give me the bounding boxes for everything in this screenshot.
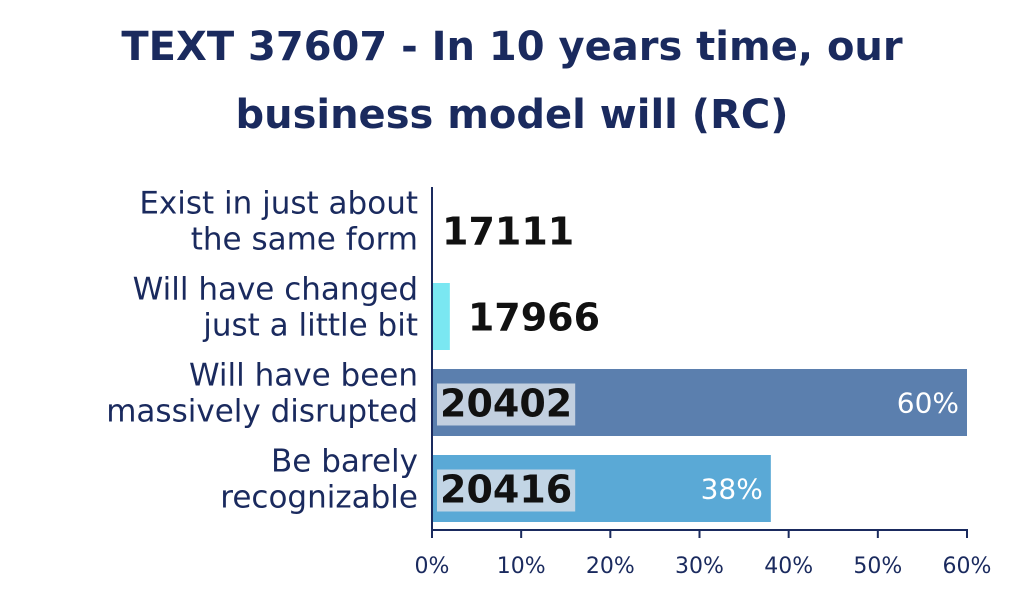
chart-title-line-2: business model will (RC)	[235, 92, 789, 138]
data-label: 60%	[897, 387, 959, 420]
code-label-background	[437, 469, 576, 512]
x-tick-label: 40%	[764, 554, 813, 579]
data-label: 38%	[701, 473, 763, 506]
code-label: 20402	[440, 382, 572, 426]
category-label: Be barely	[271, 444, 418, 480]
x-tick-label: 10%	[497, 554, 546, 579]
code-label: 17111	[442, 210, 574, 254]
code-label: 20416	[440, 468, 572, 512]
category-label: the same form	[191, 222, 418, 258]
code-label-background	[437, 383, 576, 426]
x-tick-label: 30%	[675, 554, 724, 579]
category-label: just a little bit	[202, 308, 418, 344]
chart-title-line-1: TEXT 37607 - In 10 years time, our	[121, 24, 903, 70]
code-label: 17966	[468, 296, 600, 340]
x-tick-label: 20%	[586, 554, 635, 579]
category-label: recognizable	[220, 480, 418, 516]
category-label: massively disrupted	[106, 394, 418, 430]
x-tick-label: 60%	[943, 554, 992, 579]
x-tick-label: 0%	[415, 554, 450, 579]
x-tick-label: 50%	[853, 554, 902, 579]
category-label: Will have been	[189, 358, 418, 394]
category-label: Will have changed	[133, 272, 418, 308]
category-label: Exist in just about	[139, 186, 418, 222]
bar	[432, 283, 450, 350]
